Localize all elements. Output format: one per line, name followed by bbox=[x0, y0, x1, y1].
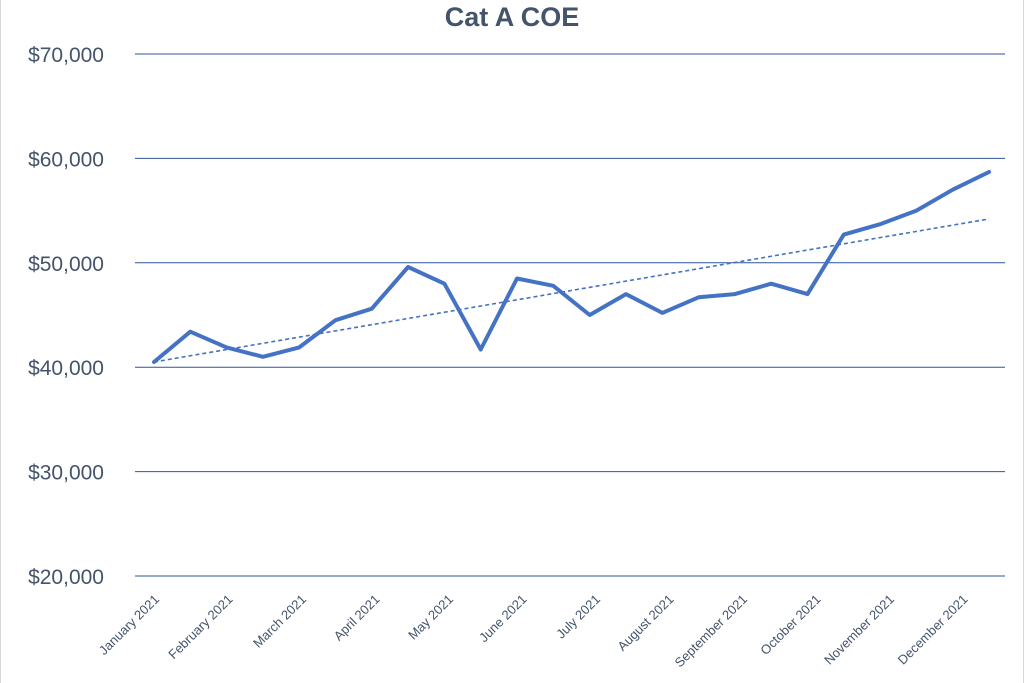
x-tick-label: July 2021 bbox=[553, 592, 603, 642]
x-axis-labels: January 2021 February 2021 March 2021 April… bbox=[96, 592, 971, 671]
x-tick-label: September 2021 bbox=[672, 592, 751, 671]
y-tick-label: $30,000 bbox=[28, 462, 104, 485]
x-tick-label: January 2021 bbox=[96, 592, 162, 658]
y-tick-label: $20,000 bbox=[28, 566, 104, 589]
y-tick-label: $70,000 bbox=[28, 44, 104, 67]
trendline bbox=[153, 218, 990, 363]
x-tick-label: October 2021 bbox=[757, 592, 823, 658]
y-tick-label: $50,000 bbox=[28, 253, 104, 276]
y-tick-label: $40,000 bbox=[28, 357, 104, 380]
series-layer bbox=[152, 170, 991, 364]
y-axis-labels: $20,000 $30,000 $40,000 $50,000 $60,000 $70,0… bbox=[28, 44, 104, 589]
x-tick-label: February 2021 bbox=[165, 592, 235, 662]
gridlines bbox=[135, 53, 1005, 577]
x-tick-label: April 2021 bbox=[331, 592, 383, 644]
x-tick-label: December 2021 bbox=[895, 592, 971, 668]
x-tick-label: March 2021 bbox=[250, 592, 309, 651]
y-tick-label: $60,000 bbox=[28, 148, 104, 171]
x-tick-label: November 2021 bbox=[821, 592, 897, 668]
x-tick-label: June 2021 bbox=[476, 592, 530, 646]
chart-title: Cat A COE bbox=[445, 2, 580, 32]
x-tick-label: August 2021 bbox=[614, 592, 676, 654]
x-tick-label: May 2021 bbox=[405, 592, 456, 643]
series-line-0 bbox=[152, 170, 991, 364]
